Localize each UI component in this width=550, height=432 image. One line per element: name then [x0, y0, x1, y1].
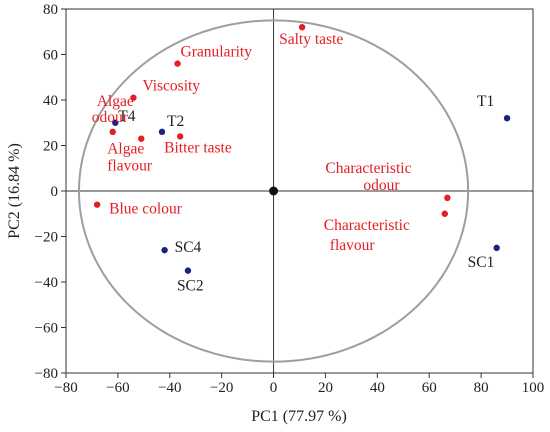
x-tick-label: 60: [422, 380, 437, 396]
correlation-circle: [77, 19, 470, 363]
x-tick-label: 0: [270, 380, 278, 396]
sample-point-sc2: [184, 267, 192, 274]
y-tick-label: 40: [43, 93, 58, 109]
sample-label-sc4: SC4: [175, 239, 202, 256]
sample-label-sc1: SC1: [468, 254, 495, 271]
origin-point: [269, 186, 279, 196]
points-layer: [93, 24, 511, 274]
axes-layer: −80 −60 −40 −20 0 20 40 60 80 100 −80 −60 −40 −20 0 20 4…: [35, 2, 545, 396]
attribute-label-salty-taste: Salty taste: [279, 31, 343, 48]
x-axis-label: PC1 (77.97 %): [251, 408, 347, 425]
x-tick-label: −40: [158, 380, 181, 396]
y-axis-label: PC2 (16.84 %): [6, 143, 23, 239]
sample-point-t4: [112, 119, 119, 126]
sample-label-t1: T1: [477, 93, 494, 110]
attribute-point-bitter-taste: [176, 133, 184, 140]
attribute-point-salty-taste: [298, 24, 306, 31]
x-tick-label: −80: [54, 380, 77, 396]
y-tick-label: 80: [43, 2, 58, 18]
y-tick-label: −80: [35, 366, 58, 382]
sample-point-t1: [503, 115, 511, 122]
attribute-label-characteristic-flavour: Characteristic flavour: [324, 217, 410, 254]
attribute-point-algae-flavour: [138, 135, 145, 142]
y-tick-label: 20: [43, 139, 58, 155]
attribute-point-algae-odour: [109, 128, 116, 136]
attribute-label-characteristic-odour: Characteristic odour: [325, 160, 411, 194]
y-tick-label: 60: [43, 48, 58, 64]
attribute-label-algae-odour: Algae odour: [92, 93, 134, 126]
x-tick-label: −60: [106, 380, 129, 396]
attribute-label-viscosity: Viscosity: [142, 78, 200, 95]
y-tick-label: −60: [35, 321, 58, 337]
attribute-point-granularity: [174, 60, 181, 67]
x-tick-label: 80: [474, 380, 489, 396]
sample-label-sc2: SC2: [177, 278, 204, 295]
attribute-point-characteristic-odour: [444, 194, 451, 202]
y-tick-label: −40: [35, 275, 58, 291]
x-tick-label: 40: [370, 380, 385, 396]
sample-point-sc4: [161, 246, 168, 254]
point-labels-layer: T1 T2 T4 SC1 SC2 SC4 Salty taste Granularity Vis…: [92, 31, 495, 294]
sample-point-t2: [158, 128, 166, 136]
attribute-point-characteristic-flavour: [441, 210, 448, 217]
x-tick-label: −20: [210, 380, 233, 396]
sample-label-t2: T2: [167, 113, 184, 130]
reference-lines: [66, 9, 533, 373]
x-tick-label: 100: [522, 380, 545, 396]
attribute-point-blue-colour: [93, 201, 101, 208]
attribute-label-granularity: Granularity: [181, 44, 253, 61]
sample-point-sc1: [493, 244, 500, 252]
attribute-label-bitter-taste: Bitter taste: [164, 139, 232, 156]
y-tick-label: 0: [51, 184, 59, 200]
attribute-label-blue-colour: Blue colour: [109, 201, 183, 218]
x-tick-label: 20: [318, 380, 333, 396]
attribute-point-viscosity: [130, 94, 137, 101]
attribute-label-algae-flavour: Algae flavour: [107, 141, 153, 175]
y-tick-label: −20: [35, 230, 58, 246]
sample-label-t4: T4: [118, 108, 135, 125]
